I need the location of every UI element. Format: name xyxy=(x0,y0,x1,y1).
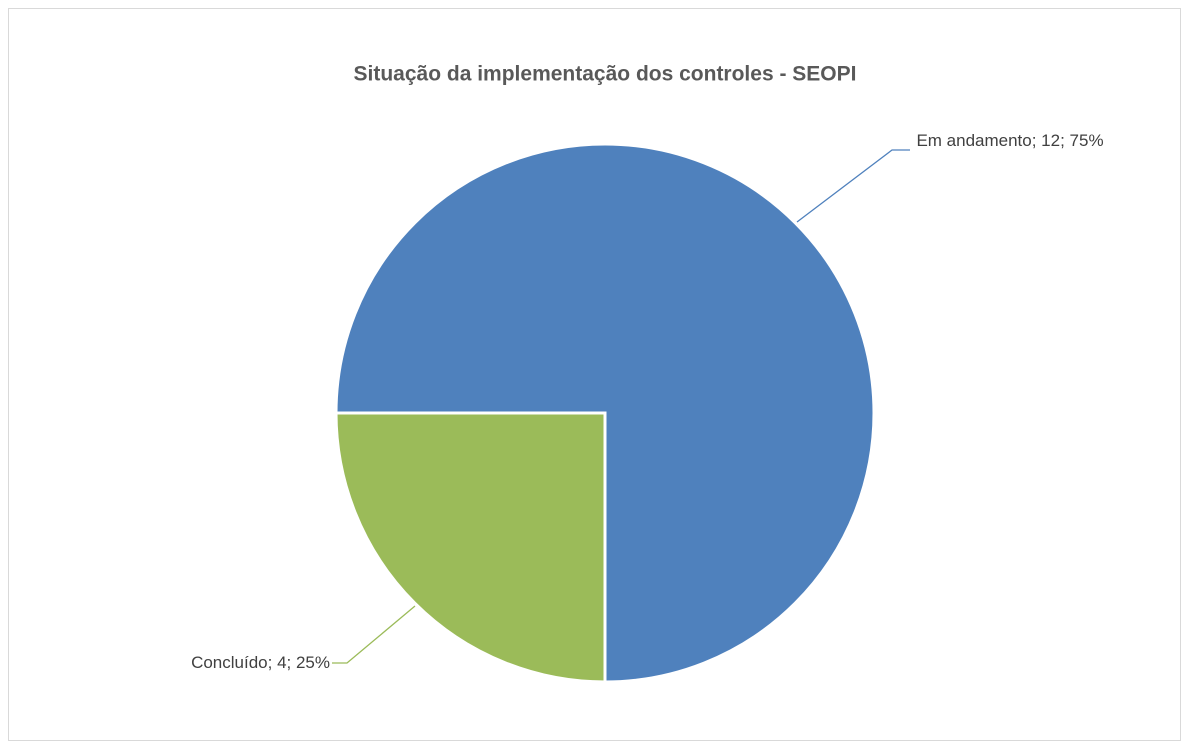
pie-slice xyxy=(334,411,607,684)
data-label: Concluído; 4; 25% xyxy=(191,653,330,672)
leader-line xyxy=(332,605,416,664)
data-label: Em andamento; 12; 75% xyxy=(916,131,1104,150)
leader-line xyxy=(796,149,910,223)
chart-title: Situação da implementação dos controles … xyxy=(354,63,857,86)
